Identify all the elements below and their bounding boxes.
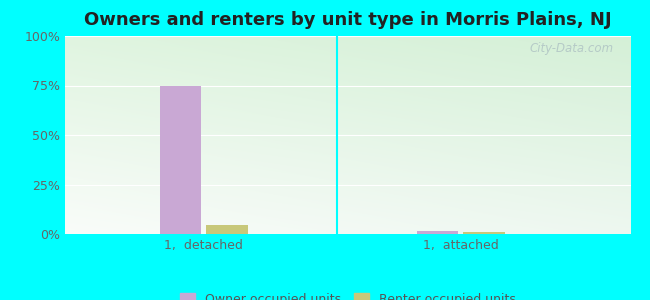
Title: Owners and renters by unit type in Morris Plains, NJ: Owners and renters by unit type in Morri… <box>84 11 612 29</box>
Bar <box>207 225 248 234</box>
Bar <box>160 85 202 234</box>
Bar <box>463 232 504 234</box>
Text: City-Data.com: City-Data.com <box>529 42 614 55</box>
Legend: Owner occupied units, Renter occupied units: Owner occupied units, Renter occupied un… <box>175 288 521 300</box>
Bar <box>417 231 458 234</box>
